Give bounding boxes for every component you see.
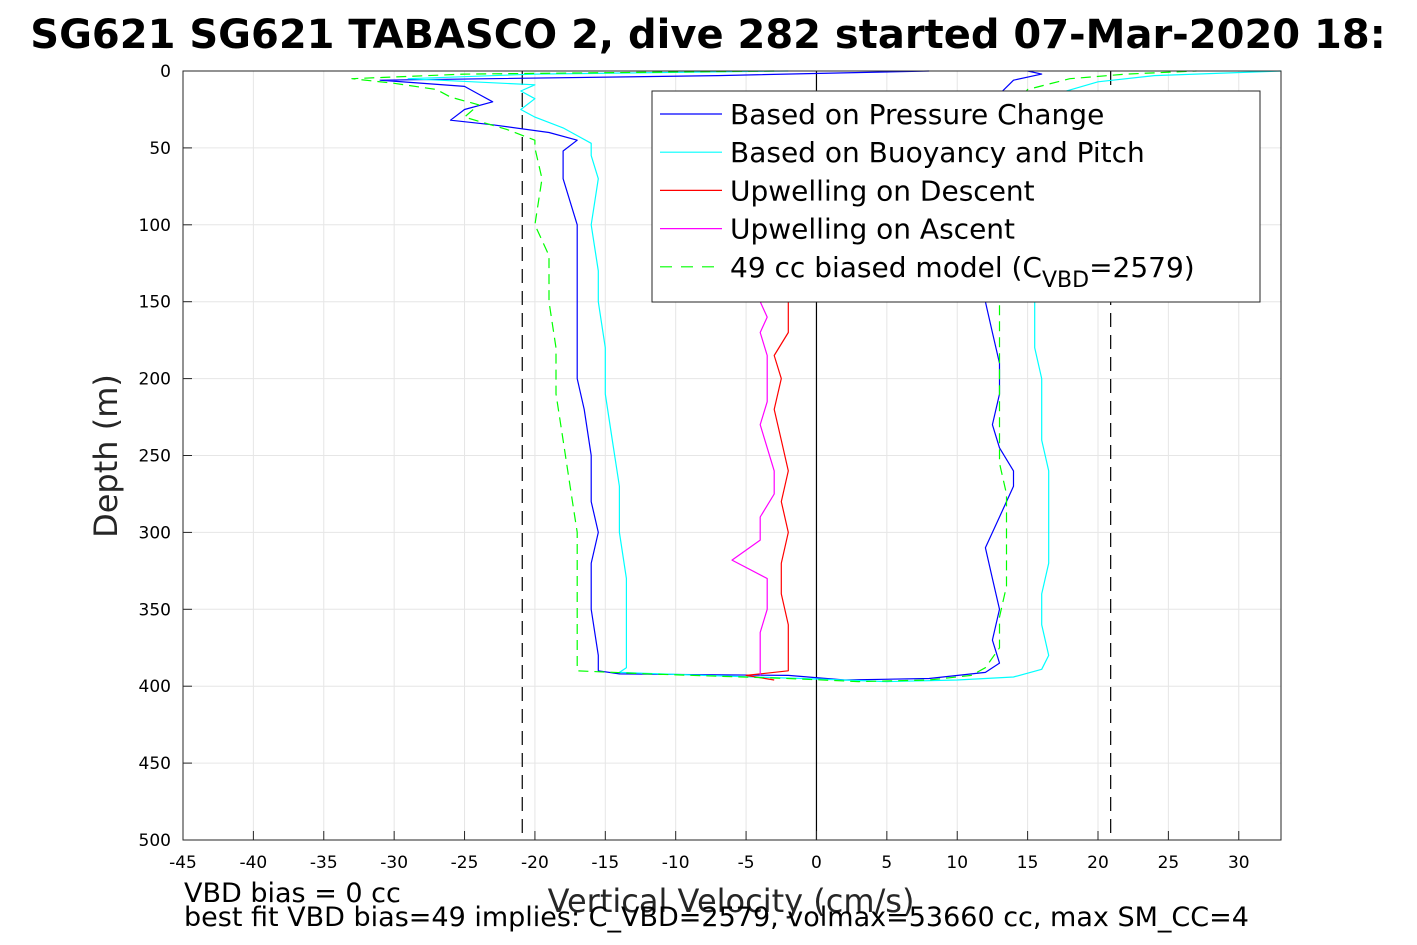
x-axis-label: Vertical Velocity (cm/s) bbox=[548, 882, 915, 920]
legend-subscript: VBD bbox=[1042, 268, 1089, 293]
y-tick-label: 100 bbox=[139, 216, 171, 236]
series-group bbox=[351, 70, 1282, 683]
x-tick-label: 25 bbox=[1158, 853, 1180, 873]
series-line bbox=[731, 301, 775, 676]
x-tick-label: -45 bbox=[169, 853, 197, 873]
y-tick-label: 150 bbox=[139, 293, 171, 313]
x-tick-label: 10 bbox=[946, 853, 968, 873]
legend-label: Upwelling on Descent bbox=[730, 174, 1035, 207]
y-tick-label: 450 bbox=[139, 754, 171, 774]
legend-label: Based on Buoyancy and Pitch bbox=[730, 136, 1145, 169]
y-tick-label: 50 bbox=[149, 139, 171, 159]
x-tick-label: -25 bbox=[451, 853, 479, 873]
legend: Based on Pressure Change Based on Buoyanc… bbox=[651, 90, 1261, 303]
x-tick-label: -30 bbox=[380, 853, 408, 873]
x-tick-label: 20 bbox=[1087, 853, 1109, 873]
legend-label-suffix: =2579) bbox=[1089, 251, 1195, 284]
legend-box bbox=[651, 90, 1261, 303]
series-line bbox=[745, 301, 789, 681]
x-tick-label: 15 bbox=[1017, 853, 1039, 873]
y-tick-label: 500 bbox=[139, 831, 171, 851]
x-tick-label: -35 bbox=[310, 853, 338, 873]
x-tick-label: -20 bbox=[521, 853, 549, 873]
y-tick-label: 300 bbox=[139, 523, 171, 543]
y-axis-label: Depth (m) bbox=[87, 374, 125, 538]
legend-label: Based on Pressure Change bbox=[730, 98, 1104, 131]
vbd-bias-note: VBD bias = 0 cc bbox=[184, 878, 401, 909]
legend-label: Upwelling on Ascent bbox=[730, 213, 1015, 246]
x-tick-label: -5 bbox=[738, 853, 755, 873]
y-tick-label: 200 bbox=[139, 370, 171, 390]
x-tick-label: 0 bbox=[811, 853, 822, 873]
series-line bbox=[379, 70, 1043, 681]
y-tick-label: 350 bbox=[139, 600, 171, 620]
x-tick-label: -40 bbox=[239, 853, 267, 873]
y-ticks: 0 50 100 150 200 250 300 350 400 450 500 bbox=[139, 62, 192, 851]
x-tick-label: 5 bbox=[881, 853, 892, 873]
x-tick-label: 30 bbox=[1228, 853, 1250, 873]
x-tick-label: -10 bbox=[662, 853, 690, 873]
y-tick-label: 0 bbox=[160, 62, 171, 82]
x-tick-label: -15 bbox=[591, 853, 619, 873]
chart-title: SG621 SG621 TABASCO 2, dive 282 started … bbox=[30, 12, 1385, 58]
y-tick-label: 250 bbox=[139, 447, 171, 467]
y-tick-label: 400 bbox=[139, 677, 171, 697]
series-line bbox=[351, 70, 1197, 683]
x-ticks: -45 -40 -35 -30 -25 -20 -15 -10 -5 0 5 10 15 20 25 30 bbox=[169, 831, 1250, 873]
best-fit-note: best fit VBD bias=49 implies: C_VBD=2579… bbox=[184, 902, 1249, 933]
